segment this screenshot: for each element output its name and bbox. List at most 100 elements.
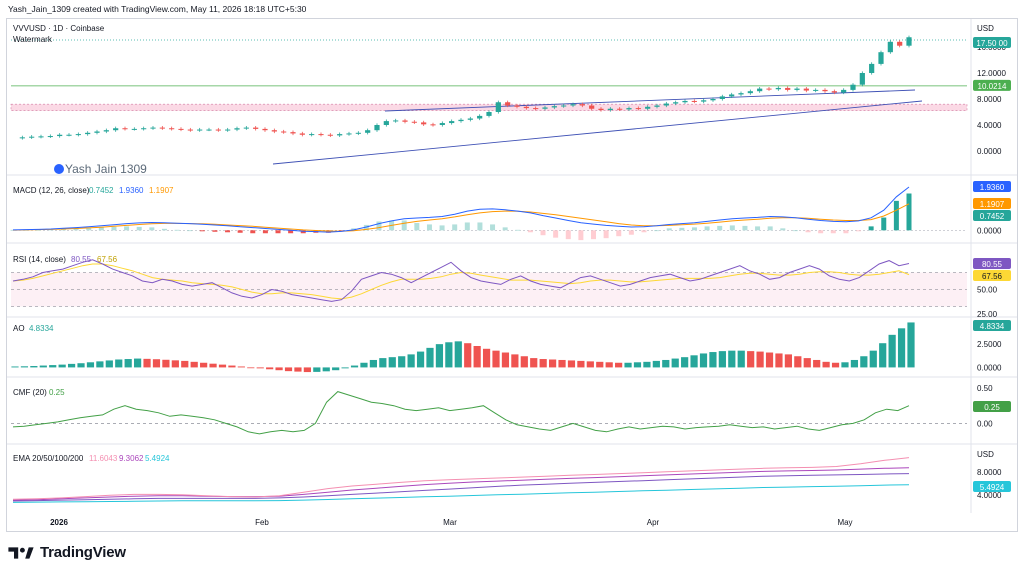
rsi-ma-badge: 67.56 bbox=[982, 272, 1003, 281]
candle-body bbox=[486, 112, 492, 116]
candle-body bbox=[393, 120, 399, 122]
ao-histogram-bar bbox=[577, 360, 585, 368]
candle-body bbox=[113, 128, 119, 131]
ao-histogram-bar bbox=[303, 367, 311, 373]
candle-body bbox=[271, 130, 277, 132]
macd-histogram-bar bbox=[136, 226, 142, 231]
macd-histogram-bar bbox=[515, 229, 521, 231]
candle-body bbox=[57, 134, 63, 137]
macd-histogram-bar bbox=[654, 230, 660, 232]
ao-histogram-bar bbox=[369, 359, 377, 368]
candle-body bbox=[131, 128, 137, 130]
ao-histogram-bar bbox=[30, 366, 38, 368]
candle-body bbox=[141, 128, 147, 130]
candle-body bbox=[169, 128, 175, 130]
ao-histogram-bar bbox=[747, 351, 755, 368]
ao-histogram-bar bbox=[879, 343, 887, 368]
ao-histogram-bar bbox=[841, 362, 849, 368]
time-tick-label: Feb bbox=[255, 518, 269, 527]
candle-body bbox=[617, 108, 623, 110]
ao-histogram-bar bbox=[379, 358, 387, 368]
rsi-value-badge-bg bbox=[973, 258, 1011, 269]
macd-histogram-bar bbox=[363, 224, 369, 231]
candle-body bbox=[159, 127, 165, 129]
macd-line-badge-bg bbox=[973, 181, 1011, 192]
watermark-overlay-text: Yash Jain 1309 bbox=[65, 162, 147, 176]
candle-body bbox=[626, 108, 632, 110]
price-tick-label: 12.0000 bbox=[977, 69, 1006, 78]
candle-body bbox=[682, 100, 688, 103]
candle-body bbox=[47, 136, 53, 138]
macd-histogram-bar bbox=[161, 228, 167, 231]
level-price-badge-bg bbox=[973, 79, 1011, 91]
ao-histogram-bar bbox=[445, 342, 453, 368]
macd-histogram-bar bbox=[704, 226, 710, 231]
macd-histogram-bar bbox=[401, 220, 407, 231]
ao-histogram-bar bbox=[850, 359, 859, 368]
ao-histogram-bar bbox=[756, 351, 764, 368]
ao-histogram-bar bbox=[416, 351, 425, 368]
candle-body bbox=[691, 100, 697, 102]
chart-canvas[interactable]: Yash Jain 1309 VVVUSD · 1D · Coinbase Wate… bbox=[7, 19, 1017, 531]
macd-histogram-bar bbox=[199, 230, 205, 232]
price-tick-label: 8.0000 bbox=[977, 95, 1002, 104]
ao-histogram-bar bbox=[313, 367, 321, 372]
macd-histogram-bar bbox=[98, 227, 104, 231]
candle-body bbox=[729, 94, 735, 97]
macd-histogram-bar bbox=[10, 229, 16, 231]
candle-body bbox=[850, 84, 856, 90]
ao-title: AO bbox=[13, 324, 25, 333]
candle-body bbox=[841, 89, 847, 93]
ao-histogram-bar bbox=[860, 356, 868, 368]
macd-histogram-bar bbox=[717, 225, 723, 231]
macd-histogram-bar bbox=[502, 227, 508, 231]
macd-histogram-bar bbox=[149, 227, 155, 231]
macd-histogram-bar bbox=[35, 229, 41, 231]
ao-histogram-bar bbox=[690, 355, 698, 368]
candle-body bbox=[878, 52, 884, 64]
ao-histogram-bar bbox=[511, 354, 519, 368]
macd-histogram-value: 0.7452 bbox=[89, 186, 114, 195]
candle-body bbox=[589, 105, 595, 109]
candle-body bbox=[215, 129, 221, 131]
ao-histogram-bar bbox=[228, 365, 236, 368]
candle-body bbox=[243, 127, 249, 129]
macd-histogram-bar bbox=[325, 230, 331, 233]
candle-body bbox=[318, 134, 324, 136]
macd-signal-badge: 1.1907 bbox=[980, 200, 1005, 209]
candle-body bbox=[290, 132, 296, 134]
ao-histogram-bar bbox=[775, 353, 783, 368]
ao-histogram-bar bbox=[190, 361, 198, 368]
ao-histogram-bar bbox=[643, 361, 651, 368]
macd-histogram-bar bbox=[893, 200, 899, 231]
ao-histogram-bar bbox=[256, 367, 264, 369]
macd-tick-label: 0.0000 bbox=[977, 226, 1002, 235]
watermark-label: Watermark bbox=[13, 35, 53, 44]
candle-body bbox=[178, 128, 184, 130]
candle-body bbox=[757, 88, 763, 92]
ema-currency: USD bbox=[977, 450, 994, 459]
ao-histogram-bar bbox=[105, 360, 113, 368]
candle-body bbox=[85, 132, 91, 135]
ema200-value: 5.4924 bbox=[145, 454, 170, 463]
ema20-value: 11.6043 bbox=[89, 454, 118, 463]
macd-histogram-bar bbox=[414, 222, 420, 231]
macd-histogram-bar bbox=[843, 230, 849, 234]
ao-histogram-bar bbox=[360, 362, 368, 368]
ao-histogram-bar bbox=[718, 351, 726, 368]
macd-histogram-bar bbox=[174, 229, 180, 231]
macd-histogram-bar bbox=[792, 230, 798, 232]
candle-body bbox=[654, 105, 660, 107]
ao-histogram-bar bbox=[322, 367, 330, 372]
ema-title: EMA 20/50/100/200 bbox=[13, 454, 84, 463]
supply-zone bbox=[10, 103, 968, 111]
ema-tick-label: 8.0000 bbox=[977, 468, 1002, 477]
macd-histogram-bar bbox=[666, 228, 672, 231]
time-tick-label: Mar bbox=[443, 518, 457, 527]
ao-histogram-bar bbox=[888, 334, 896, 368]
candle-body bbox=[803, 88, 809, 91]
cmf-value: 0.25 bbox=[49, 388, 65, 397]
symbol-label: VVVUSD · 1D · Coinbase bbox=[13, 24, 105, 33]
ao-histogram-bar bbox=[520, 356, 528, 368]
candle-body bbox=[897, 41, 903, 46]
